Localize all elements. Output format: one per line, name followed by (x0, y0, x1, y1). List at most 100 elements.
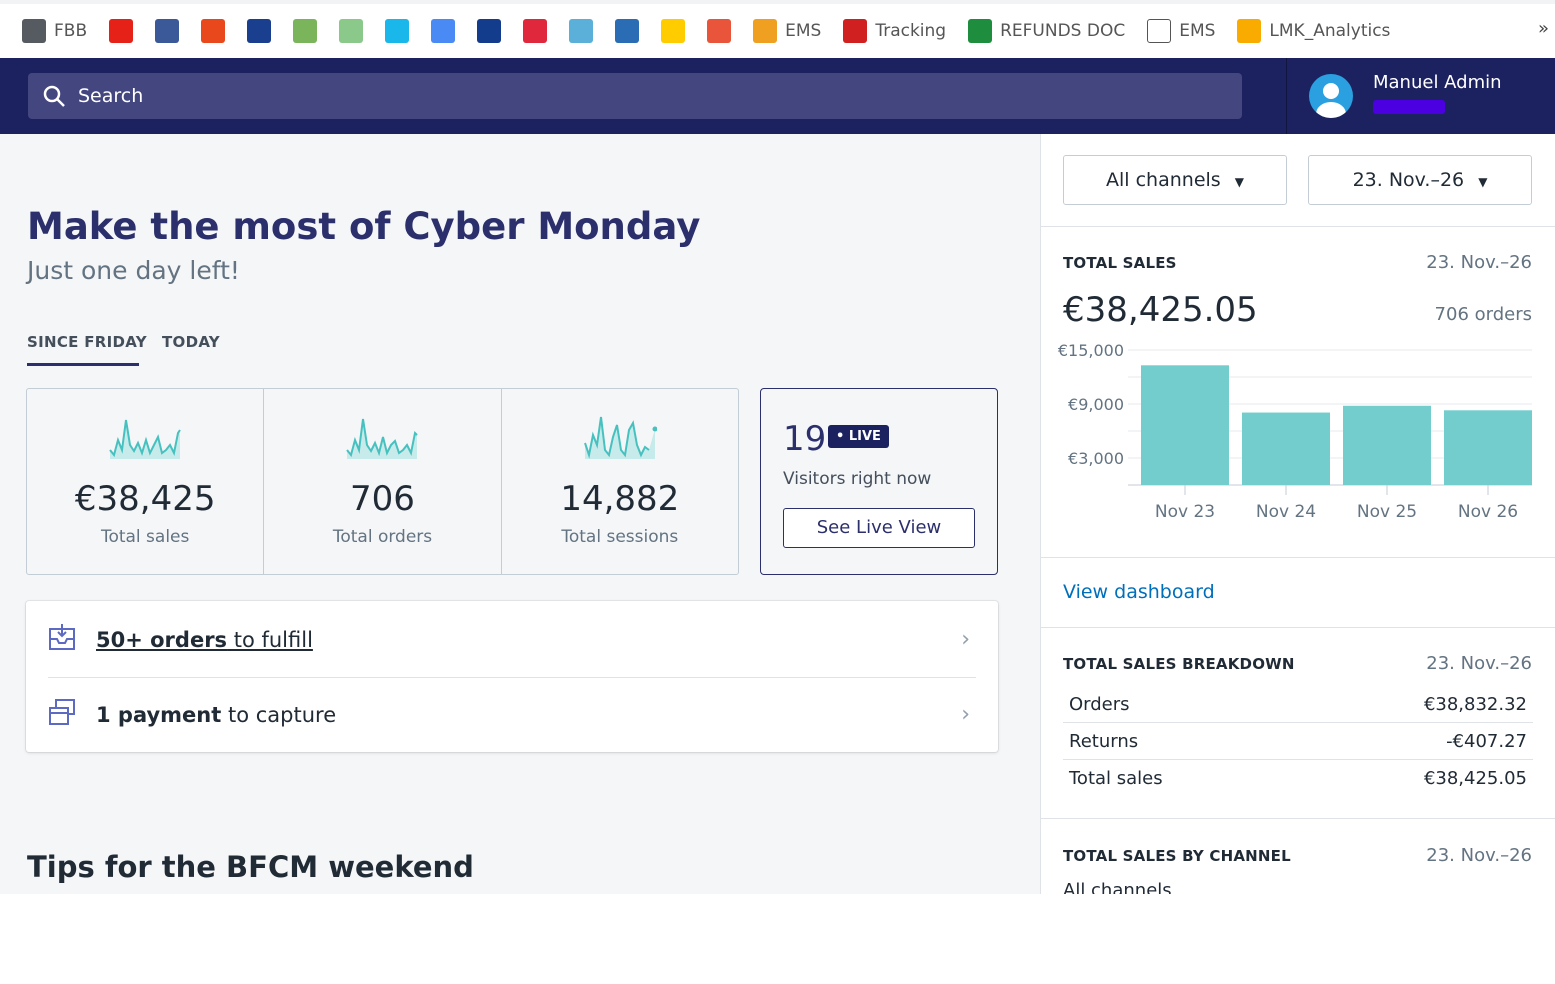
caret-down-icon: ▼ (1478, 175, 1488, 189)
bookmark-item[interactable] (615, 19, 640, 43)
bookmark-item[interactable] (385, 19, 410, 43)
bookmark-item[interactable] (661, 19, 686, 43)
date-dropdown-value: 23. Nov.–26 (1352, 169, 1465, 191)
bookmark-label: Tracking (875, 21, 947, 41)
search-icon (43, 85, 65, 107)
see-live-view-button[interactable]: See Live View (783, 508, 975, 548)
task-orders-to-fulfill[interactable]: 50+ orders to fulfill › (26, 602, 998, 677)
breakdown-row: Orders €38,832.32 (1063, 686, 1533, 723)
search-input[interactable]: Search (28, 73, 1242, 119)
breakdown-heading: TOTAL SALES BREAKDOWN (1063, 655, 1295, 673)
inbox-icon (48, 623, 76, 657)
sheets-icon (968, 19, 993, 43)
bookmark-label: LMK_Analytics (1269, 21, 1391, 41)
chevron-right-icon: › (961, 627, 970, 652)
total-sales-date: 23. Nov.–26 (1426, 252, 1532, 273)
bookmark-item[interactable] (707, 19, 732, 43)
task-bold: 1 payment (96, 702, 222, 727)
tips-heading: Tips for the BFCM weekend (27, 850, 474, 884)
bookmark-item[interactable] (293, 19, 318, 43)
stat-total-sales[interactable]: €38,425 Total sales (27, 389, 265, 574)
divider (1040, 226, 1555, 227)
bookmark-item[interactable]: LMK_Analytics (1237, 19, 1390, 43)
breakdown-row: Returns -€407.27 (1063, 723, 1533, 760)
bookmark-item[interactable] (247, 19, 272, 43)
total-sales-value: €38,425.05 (1063, 290, 1258, 330)
date-dropdown[interactable]: 23. Nov.–26 ▼ (1308, 155, 1532, 205)
bookmarks-bar: FBB EMS Tracking REFUNDS DOC EMS LMK_Analytic… (0, 0, 1555, 58)
stat-total-sessions[interactable]: 14,882 Total sessions (502, 389, 738, 574)
live-visitor-count: 19 (783, 419, 827, 459)
bookmark-item[interactable]: EMS (1147, 19, 1215, 43)
blank-area (0, 894, 1555, 984)
channel-dropdown[interactable]: All channels ▼ (1063, 155, 1287, 205)
bookmark-item[interactable] (569, 19, 594, 43)
bookmark-item[interactable] (523, 19, 548, 43)
payment-icon (48, 698, 76, 732)
avatar[interactable] (1309, 74, 1353, 118)
bar (1141, 365, 1229, 485)
by-channel-first-row: All channels (1063, 880, 1172, 894)
bookmark-item[interactable]: EMS (753, 19, 821, 43)
divider (1286, 58, 1287, 134)
task-text: to capture (221, 702, 337, 727)
bookmark-item[interactable] (477, 19, 502, 43)
stat-value: €38,425 (74, 479, 216, 519)
stat-label: Total sessions (561, 527, 679, 547)
top-bar: Search Manuel Admin (0, 58, 1555, 134)
bookmark-label: REFUNDS DOC (1000, 21, 1126, 41)
document-icon (1147, 19, 1172, 43)
bookmark-item[interactable] (109, 19, 134, 43)
breakdown-value: €38,832.32 (1423, 693, 1527, 715)
store-name-redacted (1373, 100, 1445, 114)
cne-icon (843, 19, 868, 43)
google-translate-icon (431, 19, 456, 43)
stat-total-orders[interactable]: 706 Total orders (264, 389, 502, 574)
breakdown-date: 23. Nov.–26 (1426, 653, 1532, 674)
task-bold: 50+ orders (96, 627, 228, 652)
total-sales-heading: TOTAL SALES (1063, 254, 1177, 272)
task-payment-to-capture[interactable]: 1 payment to capture › (26, 677, 998, 752)
analytics-icon (1237, 19, 1262, 43)
x-tick-label: Nov 26 (1458, 502, 1518, 522)
bookmark-item[interactable]: FBB (22, 19, 87, 43)
tab-today[interactable]: TODAY (162, 333, 220, 351)
bookmark-item[interactable] (155, 19, 180, 43)
youtube-icon (109, 19, 134, 43)
ems-icon (753, 19, 778, 43)
bookmark-item[interactable] (201, 19, 226, 43)
divider (1040, 818, 1555, 819)
divider (1040, 627, 1555, 628)
dhl-icon (661, 19, 686, 43)
fbb-icon (22, 19, 46, 43)
bookmark-item[interactable] (431, 19, 456, 43)
search-placeholder: Search (78, 85, 144, 107)
aliexpress-icon (201, 19, 226, 43)
audio-icon (339, 19, 364, 43)
bookmark-item[interactable]: Tracking (843, 19, 946, 43)
channel-dropdown-value: All channels (1106, 169, 1221, 191)
by-channel-date: 23. Nov.–26 (1426, 845, 1532, 866)
user-name[interactable]: Manuel Admin (1373, 72, 1502, 93)
view-dashboard-link[interactable]: View dashboard (1063, 581, 1215, 603)
bar (1444, 410, 1532, 485)
shopify-icon (293, 19, 318, 43)
stats-panel: €38,425 Total sales 706 Total orders 14,… (26, 388, 739, 575)
tab-since-friday[interactable]: SINCE FRIDAY (27, 333, 147, 351)
stat-label: Total orders (332, 527, 433, 547)
blue-app-icon (615, 19, 640, 43)
tasks-card: 50+ orders to fulfill › 1 payment to cap… (26, 601, 998, 752)
breakdown-label: Orders (1069, 693, 1130, 715)
stat-value: 706 (350, 479, 415, 519)
vimeo-icon (385, 19, 410, 43)
x-tick-label: Nov 23 (1155, 502, 1215, 522)
x-tick-label: Nov 25 (1357, 502, 1417, 522)
globe-icon (569, 19, 594, 43)
breakdown-label: Returns (1069, 730, 1139, 752)
bookmark-item[interactable] (339, 19, 364, 43)
more-bookmarks-button[interactable]: » (1537, 18, 1549, 39)
sparkline-sales (109, 419, 181, 459)
cainiao-icon (707, 19, 732, 43)
breakdown-value: €38,425.05 (1423, 768, 1527, 789)
bookmark-item[interactable]: REFUNDS DOC (968, 19, 1125, 43)
